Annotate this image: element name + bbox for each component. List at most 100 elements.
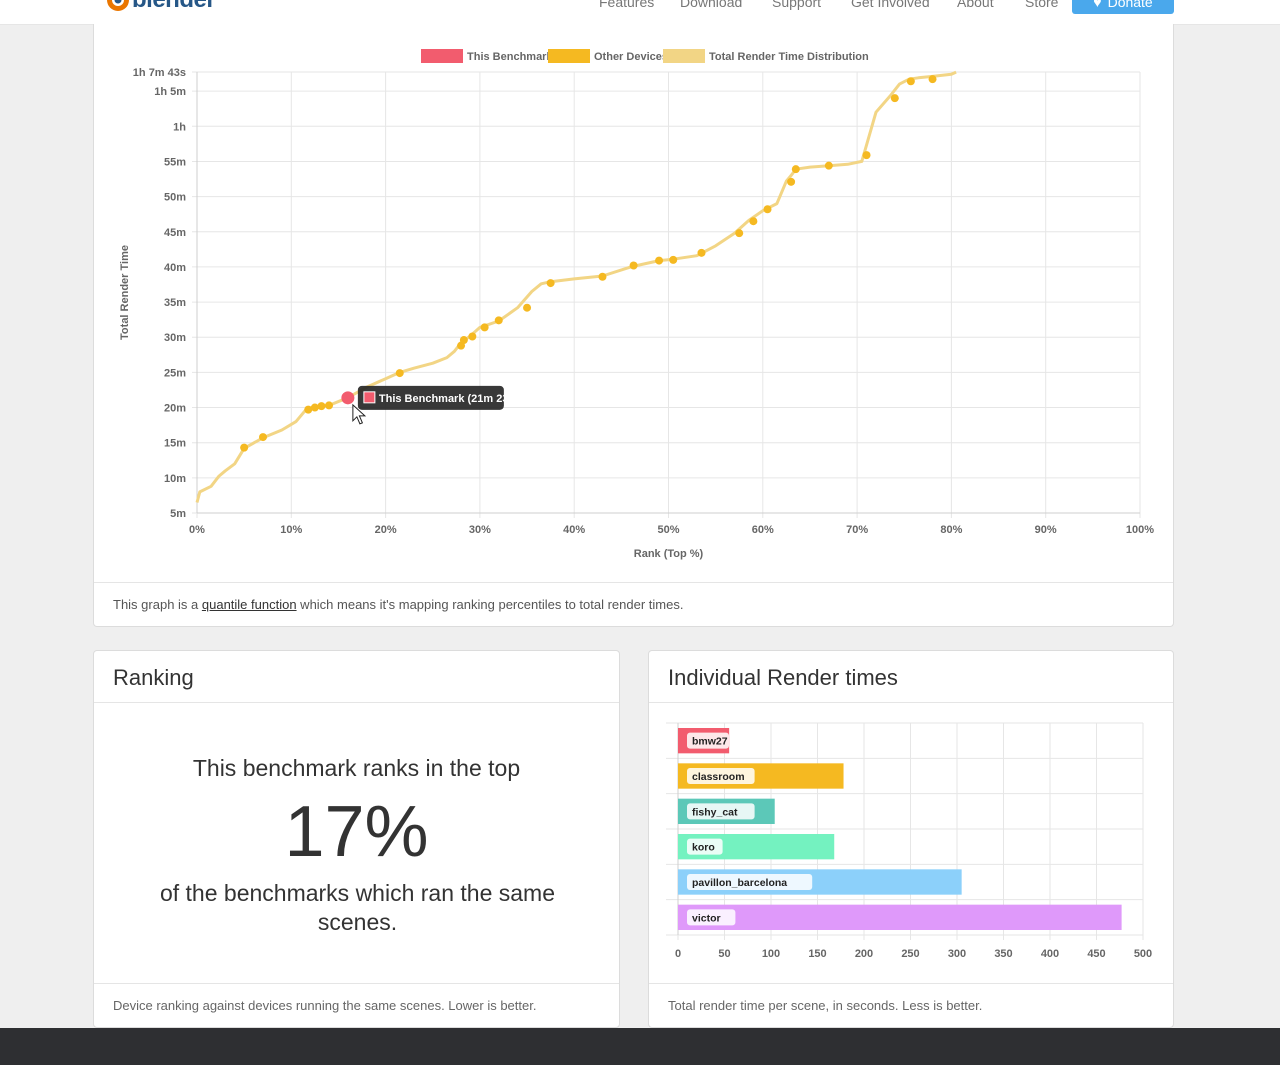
other-device-point: [655, 256, 664, 265]
ranking-intro: This benchmark ranks in the top: [192, 755, 521, 781]
x-tick-label: 60%: [752, 524, 774, 536]
bar-x-tick-label: 300: [948, 948, 966, 960]
y-tick-label: 55m: [164, 156, 186, 168]
legend-swatch-2: [663, 49, 705, 63]
benchmark-tooltip: This Benchmark (21m 23s): [357, 385, 519, 410]
tooltip-text: This Benchmark (21m 23s): [379, 393, 519, 405]
top-navbar: blender Features Download Support Get In…: [0, 0, 1280, 25]
y-tick-label: 1h: [173, 121, 186, 133]
bar-x-tick-label: 200: [855, 948, 873, 960]
nav-store[interactable]: Store: [1025, 0, 1059, 10]
bar-x-tick-label: 0: [675, 948, 681, 960]
x-tick-label: 100%: [1126, 524, 1154, 536]
quantile-function-link[interactable]: quantile function: [201, 597, 297, 612]
legend-swatch-1: [548, 49, 590, 63]
bar-label-koro: koro: [692, 842, 715, 854]
bar-label-bg: [687, 803, 755, 820]
other-device-point: [240, 443, 249, 452]
other-device-point: [546, 279, 555, 288]
legend-swatch-0: [421, 49, 463, 63]
other-device-point: [598, 272, 607, 281]
x-tick-label: 50%: [657, 524, 679, 536]
other-device-point: [906, 77, 915, 86]
ranking-outro: of the benchmarks which ran the same sce…: [159, 880, 556, 935]
other-device-point: [787, 177, 796, 186]
distribution-line: [195, 70, 957, 503]
bar-label-bg: [687, 838, 723, 855]
render-times-card: Individual Render times 0 50 100 150 200 250 3…: [648, 650, 1174, 1028]
other-device-point: [395, 369, 404, 378]
x-tick-label: 0%: [189, 524, 205, 536]
ranking-card: Ranking This benchmark ranks in the top …: [93, 650, 620, 1028]
y-tick-label: 5m: [170, 508, 186, 520]
x-tick-label: 20%: [375, 524, 397, 536]
bar-x-tick-label: 150: [808, 948, 826, 960]
other-device-point: [468, 332, 477, 341]
bar-label-bg: [687, 874, 813, 890]
quantile-chart[interactable]: This Benchmark Other Devices Total Render …: [94, 24, 1173, 580]
donate-button[interactable]: ♥ Donate: [1072, 0, 1174, 14]
bar-label-bg: [687, 768, 755, 784]
bar-x-tick-label: 450: [1087, 948, 1105, 960]
bar-x-tick-label: 400: [1041, 948, 1059, 960]
render-times-title: Individual Render times: [668, 665, 898, 690]
quantile-chart-card: This Benchmark Other Devices Total Render …: [93, 24, 1174, 627]
nav-support[interactable]: Support: [772, 0, 822, 10]
y-tick-label: 15m: [164, 438, 186, 450]
render-header-divider: [649, 702, 1173, 703]
tooltip-swatch: [363, 391, 376, 404]
blender-logo-icon[interactable]: [96, 0, 134, 16]
other-device-point: [459, 336, 468, 345]
y-tick-label: 40m: [164, 262, 186, 274]
bar-x-tick-label: 50: [718, 948, 730, 960]
other-device-point: [791, 165, 800, 174]
other-device-point: [494, 316, 503, 325]
y-tick-label: 20m: [164, 403, 186, 415]
y-tick-label: 50m: [164, 192, 186, 204]
y-tick-label: 25m: [164, 367, 186, 379]
bar-victor: [678, 904, 1122, 930]
nav-features[interactable]: Features: [599, 0, 655, 10]
render-times-bar-chart[interactable]: 0 50 100 150 200 250 300 350 400 450 500 bmw27 class…: [649, 713, 1173, 983]
ranking-header-divider: [94, 702, 619, 703]
nav-get-involved[interactable]: Get Involved: [851, 0, 930, 10]
heart-icon: ♥: [1093, 0, 1102, 10]
bar-label-bg: [687, 909, 736, 926]
x-tick-label: 70%: [846, 524, 868, 536]
bar-label-pavillon_barcelona: pavillon_barcelona: [692, 877, 787, 889]
x-tick-label: 40%: [563, 524, 585, 536]
tooltip-box: [357, 385, 504, 410]
bar-x-tick-label: 500: [1134, 948, 1152, 960]
legend-label-2: Total Render Time Distribution: [709, 51, 869, 63]
other-device-point: [629, 261, 638, 270]
y-tick-label: 30m: [164, 332, 186, 344]
bar-label-classroom: classroom: [692, 771, 745, 783]
other-device-point: [928, 75, 937, 84]
nav-about[interactable]: About: [957, 0, 994, 10]
x-tick-label: 10%: [280, 524, 302, 536]
y-tick-label: 10m: [164, 473, 186, 485]
blender-logo-text[interactable]: blender: [132, 0, 216, 14]
donate-label: Donate: [1107, 0, 1153, 10]
x-tick-label: 30%: [469, 524, 491, 536]
bar-x-tick-label: 100: [762, 948, 780, 960]
other-device-point: [304, 405, 313, 414]
bar-label-fishy_cat: fishy_cat: [692, 806, 738, 818]
y-tick-label: 35m: [164, 297, 186, 309]
other-device-point: [697, 248, 706, 257]
bar-x-tick-label: 350: [994, 948, 1012, 960]
other-device-point: [763, 205, 772, 214]
quantile-chart-footer: This graph is a quantile function which …: [94, 582, 1173, 626]
other-device-point: [749, 217, 758, 226]
ranking-percent: 17%: [284, 792, 429, 872]
nav-download[interactable]: Download: [680, 0, 743, 10]
this-benchmark-point: [341, 391, 355, 405]
bar-label-bg: [687, 732, 729, 749]
other-device-point: [890, 94, 899, 103]
ranking-footer: Device ranking against devices running t…: [94, 983, 619, 1027]
y-tick-label: 1h 5m: [154, 86, 186, 98]
y-axis-title: Total Render Time: [119, 245, 131, 340]
ranking-title: Ranking: [113, 665, 194, 690]
bar-x-tick-label: 250: [901, 948, 919, 960]
footer-suffix: which means it's mapping ranking percent…: [296, 597, 684, 612]
